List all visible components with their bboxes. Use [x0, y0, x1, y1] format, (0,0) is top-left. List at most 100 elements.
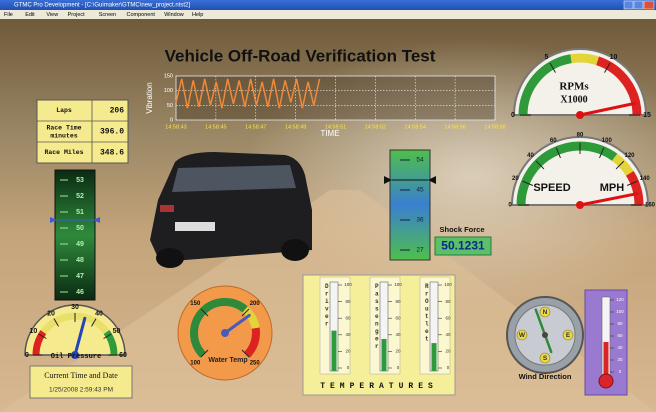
maximize-button[interactable] [633, 0, 644, 10]
gauge-band [242, 306, 260, 330]
gauge-band [625, 170, 644, 206]
compass-point: E [566, 332, 571, 339]
gauge-band [611, 153, 634, 176]
tick-label: 47 [76, 273, 84, 280]
gauge-face [24, 304, 126, 356]
menu-bar [0, 10, 656, 19]
x-tick-label: 14:58:43 [165, 124, 186, 130]
menu-item[interactable]: File [4, 12, 13, 18]
gauge-needle [223, 313, 251, 335]
tick-label: 80 [577, 133, 584, 139]
tick-label: 120 [616, 297, 624, 302]
compass-point: S [543, 355, 548, 362]
compass-point-badge [562, 329, 574, 341]
tick-label: 45 [416, 187, 424, 194]
stat-value: 206 [110, 107, 125, 116]
tick-label: 0 [25, 352, 29, 359]
tick-mark [626, 180, 638, 186]
dashboard-title: Vehicle Off-Road Verification Test [165, 46, 436, 65]
temps-label: TEMPERATURES [320, 382, 438, 391]
thermo-fill [431, 343, 437, 371]
tick-label: 50 [76, 225, 84, 232]
x-tick-label: 14:58:52 [365, 124, 386, 130]
tick-label: 40 [395, 332, 401, 337]
thermo-fill [381, 338, 387, 371]
needle-hub [576, 201, 584, 209]
tick-mark [241, 308, 250, 317]
tick-label: 60 [345, 315, 351, 320]
shock-readout: 50.1231 [441, 239, 485, 253]
y-axis-label: Vibration [145, 82, 154, 113]
needle-hub [221, 329, 229, 337]
menu-item[interactable]: Help [192, 12, 203, 18]
tick-label: 5 [545, 54, 549, 61]
needle-hub [542, 332, 548, 338]
minimize-button[interactable] [623, 0, 634, 10]
x-tick-label: 14:58:47 [245, 124, 266, 130]
tick-mark [200, 349, 209, 358]
tick-mark [599, 147, 605, 159]
tick-label: 10 [30, 328, 38, 335]
tick-label: 0 [347, 365, 350, 370]
tick-label: 60 [395, 315, 401, 320]
datetime-value: 1/25/2008 2:59:43 PM [49, 387, 113, 394]
tick-label: 60 [445, 315, 451, 320]
menu-item[interactable]: Window [164, 12, 184, 18]
compass-point-badge [539, 352, 551, 364]
tick-label: 20 [345, 349, 351, 354]
tick-label: 52 [76, 193, 84, 200]
menu-item[interactable]: Edit [25, 12, 35, 18]
vibration-trace [175, 78, 321, 109]
menu-item[interactable]: Project [68, 12, 86, 18]
gauge-sublabel: X1000 [560, 94, 587, 105]
gauge-label: SPEED [533, 182, 570, 194]
gauge-band [243, 327, 260, 358]
thermo-bulb [598, 373, 614, 389]
compass-point-badge [516, 329, 528, 341]
needle-hub [71, 351, 79, 359]
tick-label: 200 [250, 301, 261, 307]
stat-value: 348.6 [100, 149, 124, 158]
tick-label: 0 [508, 203, 512, 209]
tick-label: 150 [190, 301, 201, 307]
gauge-needle [578, 101, 637, 117]
gauge-label: Oil Pressure [51, 353, 101, 361]
gauge-unit: MPH [600, 182, 625, 194]
tick-label: 0 [511, 112, 515, 119]
tick-mark [200, 308, 209, 317]
tick-label: 100 [616, 309, 624, 314]
menu-item[interactable]: View [46, 12, 58, 18]
tick-mark [522, 180, 534, 186]
stats-table [36, 99, 129, 164]
tick-mark [241, 349, 250, 358]
y-tick-label: 100 [164, 88, 173, 94]
car [150, 152, 312, 268]
close-button[interactable] [643, 0, 655, 10]
thermo-fill [603, 342, 609, 375]
y-tick-label: 150 [164, 73, 173, 79]
menu-item[interactable]: Screen [99, 12, 116, 18]
tick-label: 0 [447, 365, 450, 370]
wind-needle [534, 308, 553, 354]
stat-label: Race Miles [44, 149, 83, 156]
gauge-label: Water Temp [208, 357, 247, 364]
menu-item[interactable]: Component [127, 12, 156, 18]
window-title: GTMC Pro Development - [C:\Guimaker\GTMC… [14, 3, 190, 9]
y-tick-label: 50 [167, 103, 173, 109]
gauge-band [190, 298, 248, 358]
title-bar [0, 0, 656, 10]
x-tick-label: 14:58:56 [444, 124, 465, 130]
gauge-band [570, 53, 600, 66]
tick-label: 10 [610, 54, 618, 61]
needle-hub [576, 111, 584, 119]
tick-label: 140 [640, 176, 651, 182]
tick-label: 50 [113, 328, 121, 335]
tick-label: 100 [444, 282, 452, 287]
datetime-label: Current Time and Date [44, 371, 118, 380]
tick-label: 80 [445, 299, 451, 304]
tick-mark [604, 62, 611, 73]
